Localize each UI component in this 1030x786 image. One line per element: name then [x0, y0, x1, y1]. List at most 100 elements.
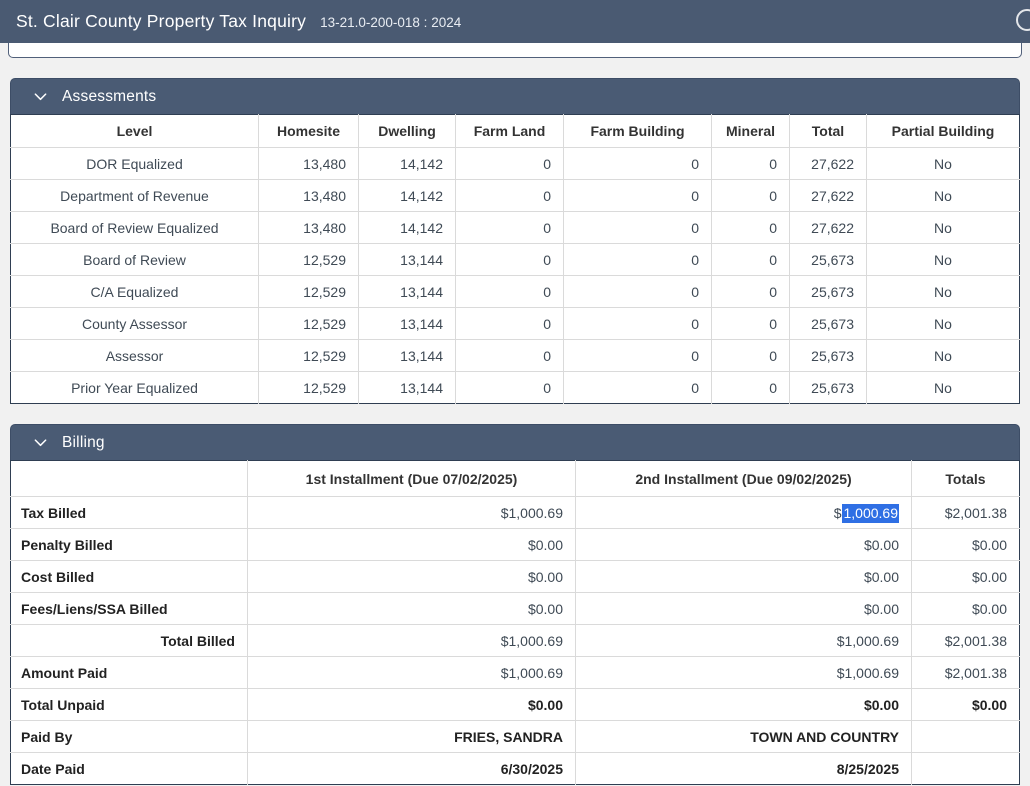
table-row: County Assessor 12,529 13,144 0 0 0 25,6…	[10, 307, 1020, 340]
homesite-cell: 12,529	[258, 339, 359, 372]
total-cell: 27,622	[789, 147, 867, 180]
dwelling-cell: 13,144	[358, 339, 456, 372]
table-row: Assessor 12,529 13,144 0 0 0 25,673 No	[10, 339, 1020, 372]
col-farm-building: Farm Building	[563, 114, 712, 148]
first-installment-cell: $1,000.69	[247, 656, 576, 689]
second-installment-cell: TOWN AND COUNTRY	[575, 720, 912, 753]
totals-cell: $0.00	[911, 592, 1020, 625]
farm-land-cell: 0	[455, 339, 564, 372]
row-label: Paid By	[10, 720, 248, 753]
second-installment-cell: $1,000.69	[575, 496, 912, 529]
totals-cell: $0.00	[911, 688, 1020, 721]
row-label: Total Unpaid	[10, 688, 248, 721]
table-row-tax-billed: Tax Billed $1,000.69 $1,000.69 $2,001.38	[10, 496, 1020, 529]
mineral-cell: 0	[711, 179, 790, 212]
totals-cell: $2,001.38	[911, 496, 1020, 529]
assessments-section-header[interactable]: Assessments	[10, 78, 1020, 114]
second-installment-cell: $1,000.69	[575, 624, 912, 657]
table-row-cost-billed: Cost Billed $0.00 $0.00 $0.00	[10, 560, 1020, 593]
scrolled-panel-bottom	[8, 43, 1022, 58]
total-cell: 25,673	[789, 243, 867, 276]
col-total: Total	[789, 114, 867, 148]
total-cell: 25,673	[789, 307, 867, 340]
farm-land-cell: 0	[455, 179, 564, 212]
partial-building-cell: No	[866, 307, 1020, 340]
mineral-cell: 0	[711, 275, 790, 308]
partial-building-cell: No	[866, 211, 1020, 244]
homesite-cell: 12,529	[258, 243, 359, 276]
col-dwelling: Dwelling	[358, 114, 456, 148]
first-installment-cell: $0.00	[247, 560, 576, 593]
billing-section-header[interactable]: Billing	[10, 424, 1020, 460]
billing-table: 1st Installment (Due 07/02/2025) 2nd Ins…	[10, 460, 1020, 785]
total-cell: 27,622	[789, 179, 867, 212]
first-installment-cell: $0.00	[247, 528, 576, 561]
col-second-installment: 2nd Installment (Due 09/02/2025)	[575, 460, 912, 497]
col-blank	[10, 460, 248, 497]
table-row-amount-paid: Amount Paid $1,000.69 $1,000.69 $2,001.3…	[10, 656, 1020, 689]
farm-land-cell: 0	[455, 371, 564, 404]
totals-cell	[912, 753, 1020, 785]
assessments-table: Level Homesite Dwelling Farm Land Farm B…	[10, 114, 1020, 404]
mineral-cell: 0	[711, 339, 790, 372]
farm-building-cell: 0	[563, 307, 712, 340]
farm-building-cell: 0	[563, 275, 712, 308]
billing-section: Billing 1st Installment (Due 07/02/2025)…	[10, 424, 1020, 785]
dwelling-cell: 14,142	[358, 211, 456, 244]
col-farm-land: Farm Land	[455, 114, 564, 148]
row-label: Tax Billed	[10, 496, 248, 529]
level-cell: Board of Review Equalized	[10, 211, 259, 244]
second-installment-cell: $0.00	[575, 592, 912, 625]
farm-building-cell: 0	[563, 339, 712, 372]
first-installment-cell: $0.00	[247, 592, 576, 625]
second-installment-cell: $0.00	[575, 688, 912, 721]
homesite-cell: 12,529	[258, 307, 359, 340]
row-label: Fees/Liens/SSA Billed	[10, 592, 248, 625]
table-row-total-billed: Total Billed $1,000.69 $1,000.69 $2,001.…	[10, 624, 1020, 657]
totals-cell: $2,001.38	[911, 624, 1020, 657]
level-cell: Board of Review	[10, 243, 259, 276]
second-installment-cell: 8/25/2025	[575, 752, 912, 785]
homesite-cell: 12,529	[258, 371, 359, 404]
billing-header-row: 1st Installment (Due 07/02/2025) 2nd Ins…	[10, 460, 1020, 497]
table-row-paid-by: Paid By FRIES, SANDRA TOWN AND COUNTRY	[10, 720, 1020, 753]
selected-text: 1,000.69	[841, 503, 899, 523]
partial-building-cell: No	[934, 379, 952, 396]
dwelling-cell: 13,144	[358, 243, 456, 276]
chevron-down-icon	[33, 435, 48, 450]
level-cell: C/A Equalized	[10, 275, 259, 308]
assessments-header-row: Level Homesite Dwelling Farm Land Farm B…	[10, 114, 1020, 148]
table-row: Board of Review 12,529 13,144 0 0 0 25,6…	[10, 243, 1020, 276]
app-title: St. Clair County Property Tax Inquiry	[16, 11, 307, 31]
second-installment-cell: $0.00	[575, 528, 912, 561]
mineral-cell: 0	[711, 211, 790, 244]
row-label: Cost Billed	[10, 560, 248, 593]
mineral-cell: 0	[711, 243, 790, 276]
level-cell: Prior Year Equalized	[10, 371, 259, 404]
partial-building-cell: No	[866, 275, 1020, 308]
totals-cell: $0.00	[911, 560, 1020, 593]
partial-building-cell: No	[866, 179, 1020, 212]
row-label: Penalty Billed	[10, 528, 248, 561]
dwelling-cell: 13,144	[358, 371, 456, 404]
table-row: C/A Equalized 12,529 13,144 0 0 0 25,673…	[10, 275, 1020, 308]
total-cell: 25,673	[789, 275, 867, 308]
assessments-section-title: Assessments	[62, 87, 157, 105]
table-row: Board of Review Equalized 13,480 14,142 …	[10, 211, 1020, 244]
assessments-section: Assessments Level Homesite Dwelling Farm…	[10, 78, 1020, 404]
dwelling-cell: 14,142	[358, 179, 456, 212]
farm-building-cell: 0	[563, 147, 712, 180]
farm-building-cell: 0	[563, 243, 712, 276]
search-icon[interactable]	[1016, 9, 1030, 31]
col-partial-building: Partial Building	[866, 114, 1020, 148]
level-cell: County Assessor	[10, 307, 259, 340]
parcel-number: 13-21.0-200-018 : 2024	[320, 15, 462, 30]
level-cell: Assessor	[10, 339, 259, 372]
farm-building-cell: 0	[563, 211, 712, 244]
totals-cell: $2,001.38	[911, 656, 1020, 689]
homesite-cell: 13,480	[258, 211, 359, 244]
first-installment-cell: $0.00	[247, 688, 576, 721]
table-row-date-paid: Date Paid 6/30/2025 8/25/2025	[10, 752, 1020, 785]
billing-section-title: Billing	[62, 433, 105, 451]
level-cell: Department of Revenue	[10, 179, 259, 212]
